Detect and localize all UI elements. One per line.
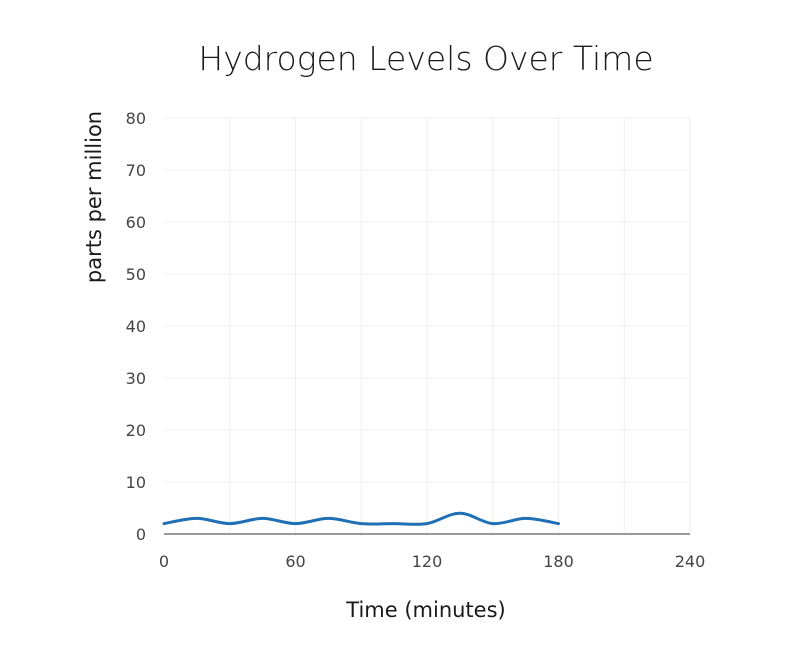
x-tick-label: 180 bbox=[543, 552, 574, 571]
y-axis-ticks: 0 10 20 30 40 50 60 70 80 bbox=[126, 109, 146, 544]
x-tick-label: 240 bbox=[675, 552, 706, 571]
y-tick-label: 10 bbox=[126, 473, 146, 492]
x-tick-label: 60 bbox=[285, 552, 305, 571]
x-tick-label: 0 bbox=[159, 552, 169, 571]
x-axis-title: Time (minutes) bbox=[345, 598, 505, 622]
y-tick-label: 40 bbox=[126, 317, 146, 336]
y-tick-label: 60 bbox=[126, 213, 146, 232]
y-tick-label: 50 bbox=[126, 265, 146, 284]
y-tick-label: 70 bbox=[126, 161, 146, 180]
y-tick-label: 0 bbox=[136, 525, 146, 544]
x-axis-ticks: 0 60 120 180 240 bbox=[159, 552, 705, 571]
y-tick-label: 20 bbox=[126, 421, 146, 440]
y-tick-label: 30 bbox=[126, 369, 146, 388]
chart-title: Hydrogen Levels Over Time bbox=[198, 39, 653, 78]
series-line-0 bbox=[162, 511, 560, 526]
x-tick-label: 120 bbox=[412, 552, 443, 571]
y-axis-title: parts per million bbox=[82, 111, 106, 283]
series-group bbox=[162, 511, 560, 526]
grid bbox=[164, 117, 691, 534]
y-tick-label: 80 bbox=[126, 109, 146, 128]
